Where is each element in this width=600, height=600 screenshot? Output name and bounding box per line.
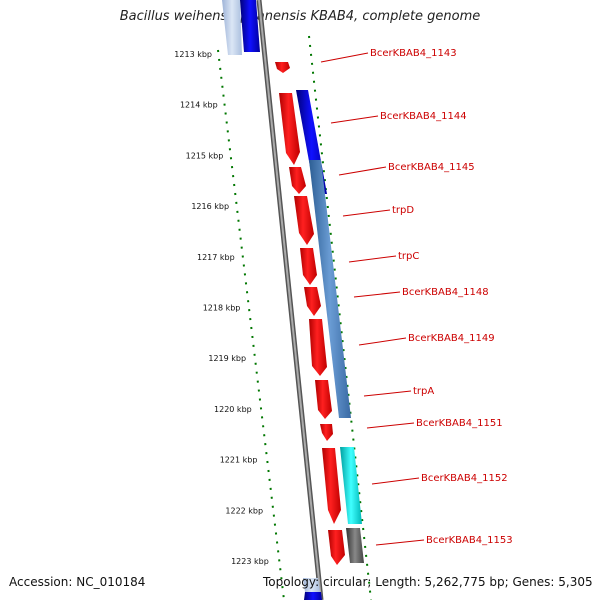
gene-1144[interactable] <box>279 93 300 165</box>
gene-trpA[interactable] <box>315 380 332 419</box>
gene-label[interactable]: BcerKBAB4_1145 <box>388 162 475 173</box>
gene-label-leader <box>366 422 415 429</box>
gene-label[interactable]: trpA <box>413 386 434 397</box>
gene-steel-trp[interactable] <box>309 160 351 418</box>
gene-label[interactable]: BcerKBAB4_1144 <box>380 111 467 122</box>
gene-label-leader <box>358 337 407 346</box>
gene-label-leader <box>363 390 412 397</box>
gene-gray-1153[interactable] <box>346 528 364 563</box>
topology-text: Topology: circular; Length: 5,262,775 bp… <box>263 575 593 589</box>
genome-title: Bacillus weihenstephanensis KBAB4, compl… <box>119 9 481 24</box>
ruler-tick-label: 1217 kbp <box>197 253 235 262</box>
gene-label[interactable]: BcerKBAB4_1152 <box>421 473 508 484</box>
forward-strand-genes <box>275 62 345 565</box>
accession-text: Accession: NC_010184 <box>9 575 146 589</box>
gene-trpD[interactable] <box>294 196 314 245</box>
ruler-labels: 1213 kbp 1214 kbp 1215 kbp 1216 kbp 1217 kbp… <box>174 50 268 566</box>
ruler-tick-label: 1216 kbp <box>191 202 229 211</box>
gene-top-blue[interactable] <box>240 0 260 52</box>
gene-label[interactable]: BcerKBAB4_1153 <box>426 535 513 546</box>
gene-label-leader <box>338 166 387 176</box>
gene-label-leader <box>353 291 401 298</box>
gene-label[interactable]: trpD <box>392 205 414 216</box>
ruler-tick-label: 1218 kbp <box>203 304 241 313</box>
tick-arc <box>308 35 372 600</box>
ruler-tick-label: 1214 kbp <box>180 101 218 110</box>
ruler-tick-label: 1220 kbp <box>214 405 252 414</box>
genome-backbone <box>256 0 324 600</box>
gene-1153[interactable] <box>328 530 345 565</box>
gene-1145[interactable] <box>289 167 306 194</box>
gene-label-leader <box>342 209 391 217</box>
gene-label[interactable]: BcerKBAB4_1149 <box>408 333 495 344</box>
gene-cyan-1152[interactable] <box>340 447 362 524</box>
ruler-tick-label: 1221 kbp <box>220 456 258 465</box>
gene-label-leader <box>371 477 420 485</box>
gene-trpC[interactable] <box>300 248 317 285</box>
ruler-tick-label: 1223 kbp <box>231 557 269 566</box>
reverse-strand-genes <box>222 0 364 600</box>
gene-label-leader <box>348 255 397 263</box>
gene-label[interactable]: BcerKBAB4_1151 <box>416 418 503 429</box>
gene-1149[interactable] <box>309 319 327 376</box>
ruler-tick-label: 1213 kbp <box>174 50 212 59</box>
ruler-tick-label: 1215 kbp <box>186 151 224 160</box>
ruler-tick-label: 1219 kbp <box>208 354 246 363</box>
gene-1152[interactable] <box>322 448 341 524</box>
gene-labels: BcerKBAB4_1143 BcerKBAB4_1144 BcerKBAB4_11… <box>320 48 513 546</box>
gene-top-pale[interactable] <box>222 0 242 55</box>
gene-bottom-pale[interactable] <box>303 578 320 592</box>
gene-1148[interactable] <box>304 287 321 316</box>
gene-1151[interactable] <box>320 424 333 441</box>
gene-label-leader <box>330 115 379 124</box>
gene-label[interactable]: BcerKBAB4_1143 <box>370 48 457 59</box>
gene-bottom-blue[interactable] <box>304 592 322 600</box>
gene-label-leader <box>320 52 369 63</box>
ruler-tick-label: 1222 kbp <box>225 506 263 515</box>
gene-label[interactable]: BcerKBAB4_1148 <box>402 287 489 298</box>
gene-label[interactable]: trpC <box>398 251 419 262</box>
gene-label-leader <box>375 539 425 546</box>
gene-1143[interactable] <box>275 62 290 73</box>
